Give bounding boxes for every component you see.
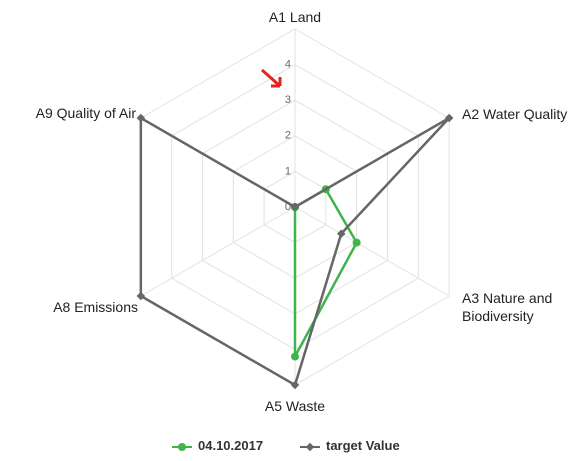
- point: [290, 380, 300, 390]
- axis-label: A9 Quality of Air: [35, 105, 136, 121]
- point: [352, 238, 361, 247]
- spoke: [294, 206, 450, 297]
- legend-label: 04.10.2017: [198, 438, 264, 453]
- legend-label: target Value: [326, 438, 400, 453]
- point: [136, 113, 146, 123]
- axis-label: A1 Land: [268, 9, 322, 25]
- axis-label: A2 Water Quality: [462, 106, 568, 122]
- axis-label: A5 Waste: [264, 398, 326, 414]
- point: [291, 352, 299, 361]
- point: [337, 229, 346, 238]
- y-tick-label: 1: [285, 165, 291, 177]
- legend-symbol: [305, 442, 315, 452]
- y-tick-label: 0: [285, 201, 291, 213]
- point: [290, 202, 300, 212]
- arrow-annotation: [261, 68, 282, 88]
- y-tick-label: 4: [285, 59, 291, 71]
- spoke: [140, 206, 296, 297]
- point: [136, 291, 146, 301]
- point: [444, 113, 454, 123]
- legend-symbol: [178, 443, 186, 451]
- axis-label: A3 Nature and Biodiversity: [462, 290, 553, 324]
- axis-label: A8 Emissions: [53, 299, 138, 315]
- y-tick-label: 3: [285, 94, 291, 106]
- y-tick-label: 2: [285, 130, 291, 142]
